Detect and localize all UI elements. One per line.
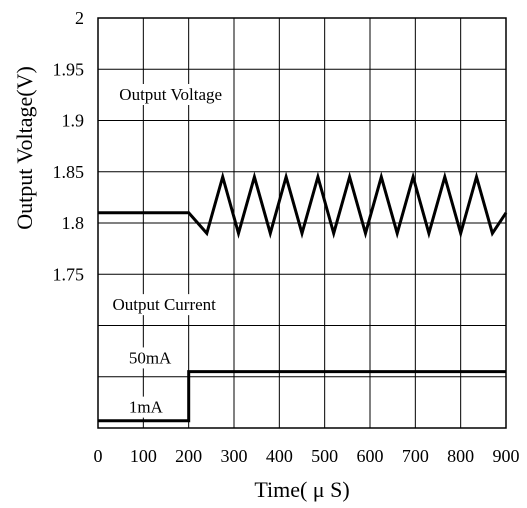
- high-current-label-bg: [125, 347, 176, 369]
- low-current-label: 1mA: [129, 398, 164, 417]
- y-tick-labels: 2 1.95 1.9 1.85 1.8 1.75: [53, 8, 85, 284]
- low-current-label-bg: [125, 396, 167, 418]
- x-tick-label: 900: [493, 446, 520, 466]
- x-tick-label: 200: [175, 446, 202, 466]
- y-tick-label: 1.8: [62, 213, 85, 233]
- current-label-bg: [109, 294, 220, 316]
- x-tick-label: 700: [402, 446, 429, 466]
- voltage-label: Output Voltage: [119, 85, 222, 104]
- y-axis-title: Output Voltage(V): [12, 66, 37, 230]
- x-axis-title: Time( μ S): [254, 477, 349, 502]
- x-tick-label: 800: [447, 446, 474, 466]
- y-tick-label: 2: [75, 8, 84, 28]
- series-line-1: [98, 171, 508, 239]
- series-layer: [98, 171, 508, 423]
- annotations: Output Voltage Output Current 50mA 1mA: [109, 84, 226, 418]
- x-tick-label: 400: [266, 446, 293, 466]
- x-tick-label: 100: [130, 446, 157, 466]
- series-line-2: [98, 370, 506, 423]
- y-tick-label: 1.85: [53, 162, 85, 182]
- x-tick-label: 0: [94, 446, 103, 466]
- x-tick-label: 500: [311, 446, 338, 466]
- current-label: Output Current: [113, 295, 217, 314]
- high-current-label: 50mA: [129, 348, 172, 367]
- y-tick-label: 1.95: [53, 59, 85, 79]
- x-tick-labels: 0 100 200 300 400 500 600 700 800 900: [94, 446, 520, 466]
- voltage-label-bg: [116, 84, 226, 105]
- y-tick-label: 1.75: [53, 264, 85, 284]
- y-tick-label: 1.9: [62, 111, 85, 131]
- x-tick-label: 300: [221, 446, 248, 466]
- x-tick-label: 600: [357, 446, 384, 466]
- plot-frame: [97, 17, 507, 429]
